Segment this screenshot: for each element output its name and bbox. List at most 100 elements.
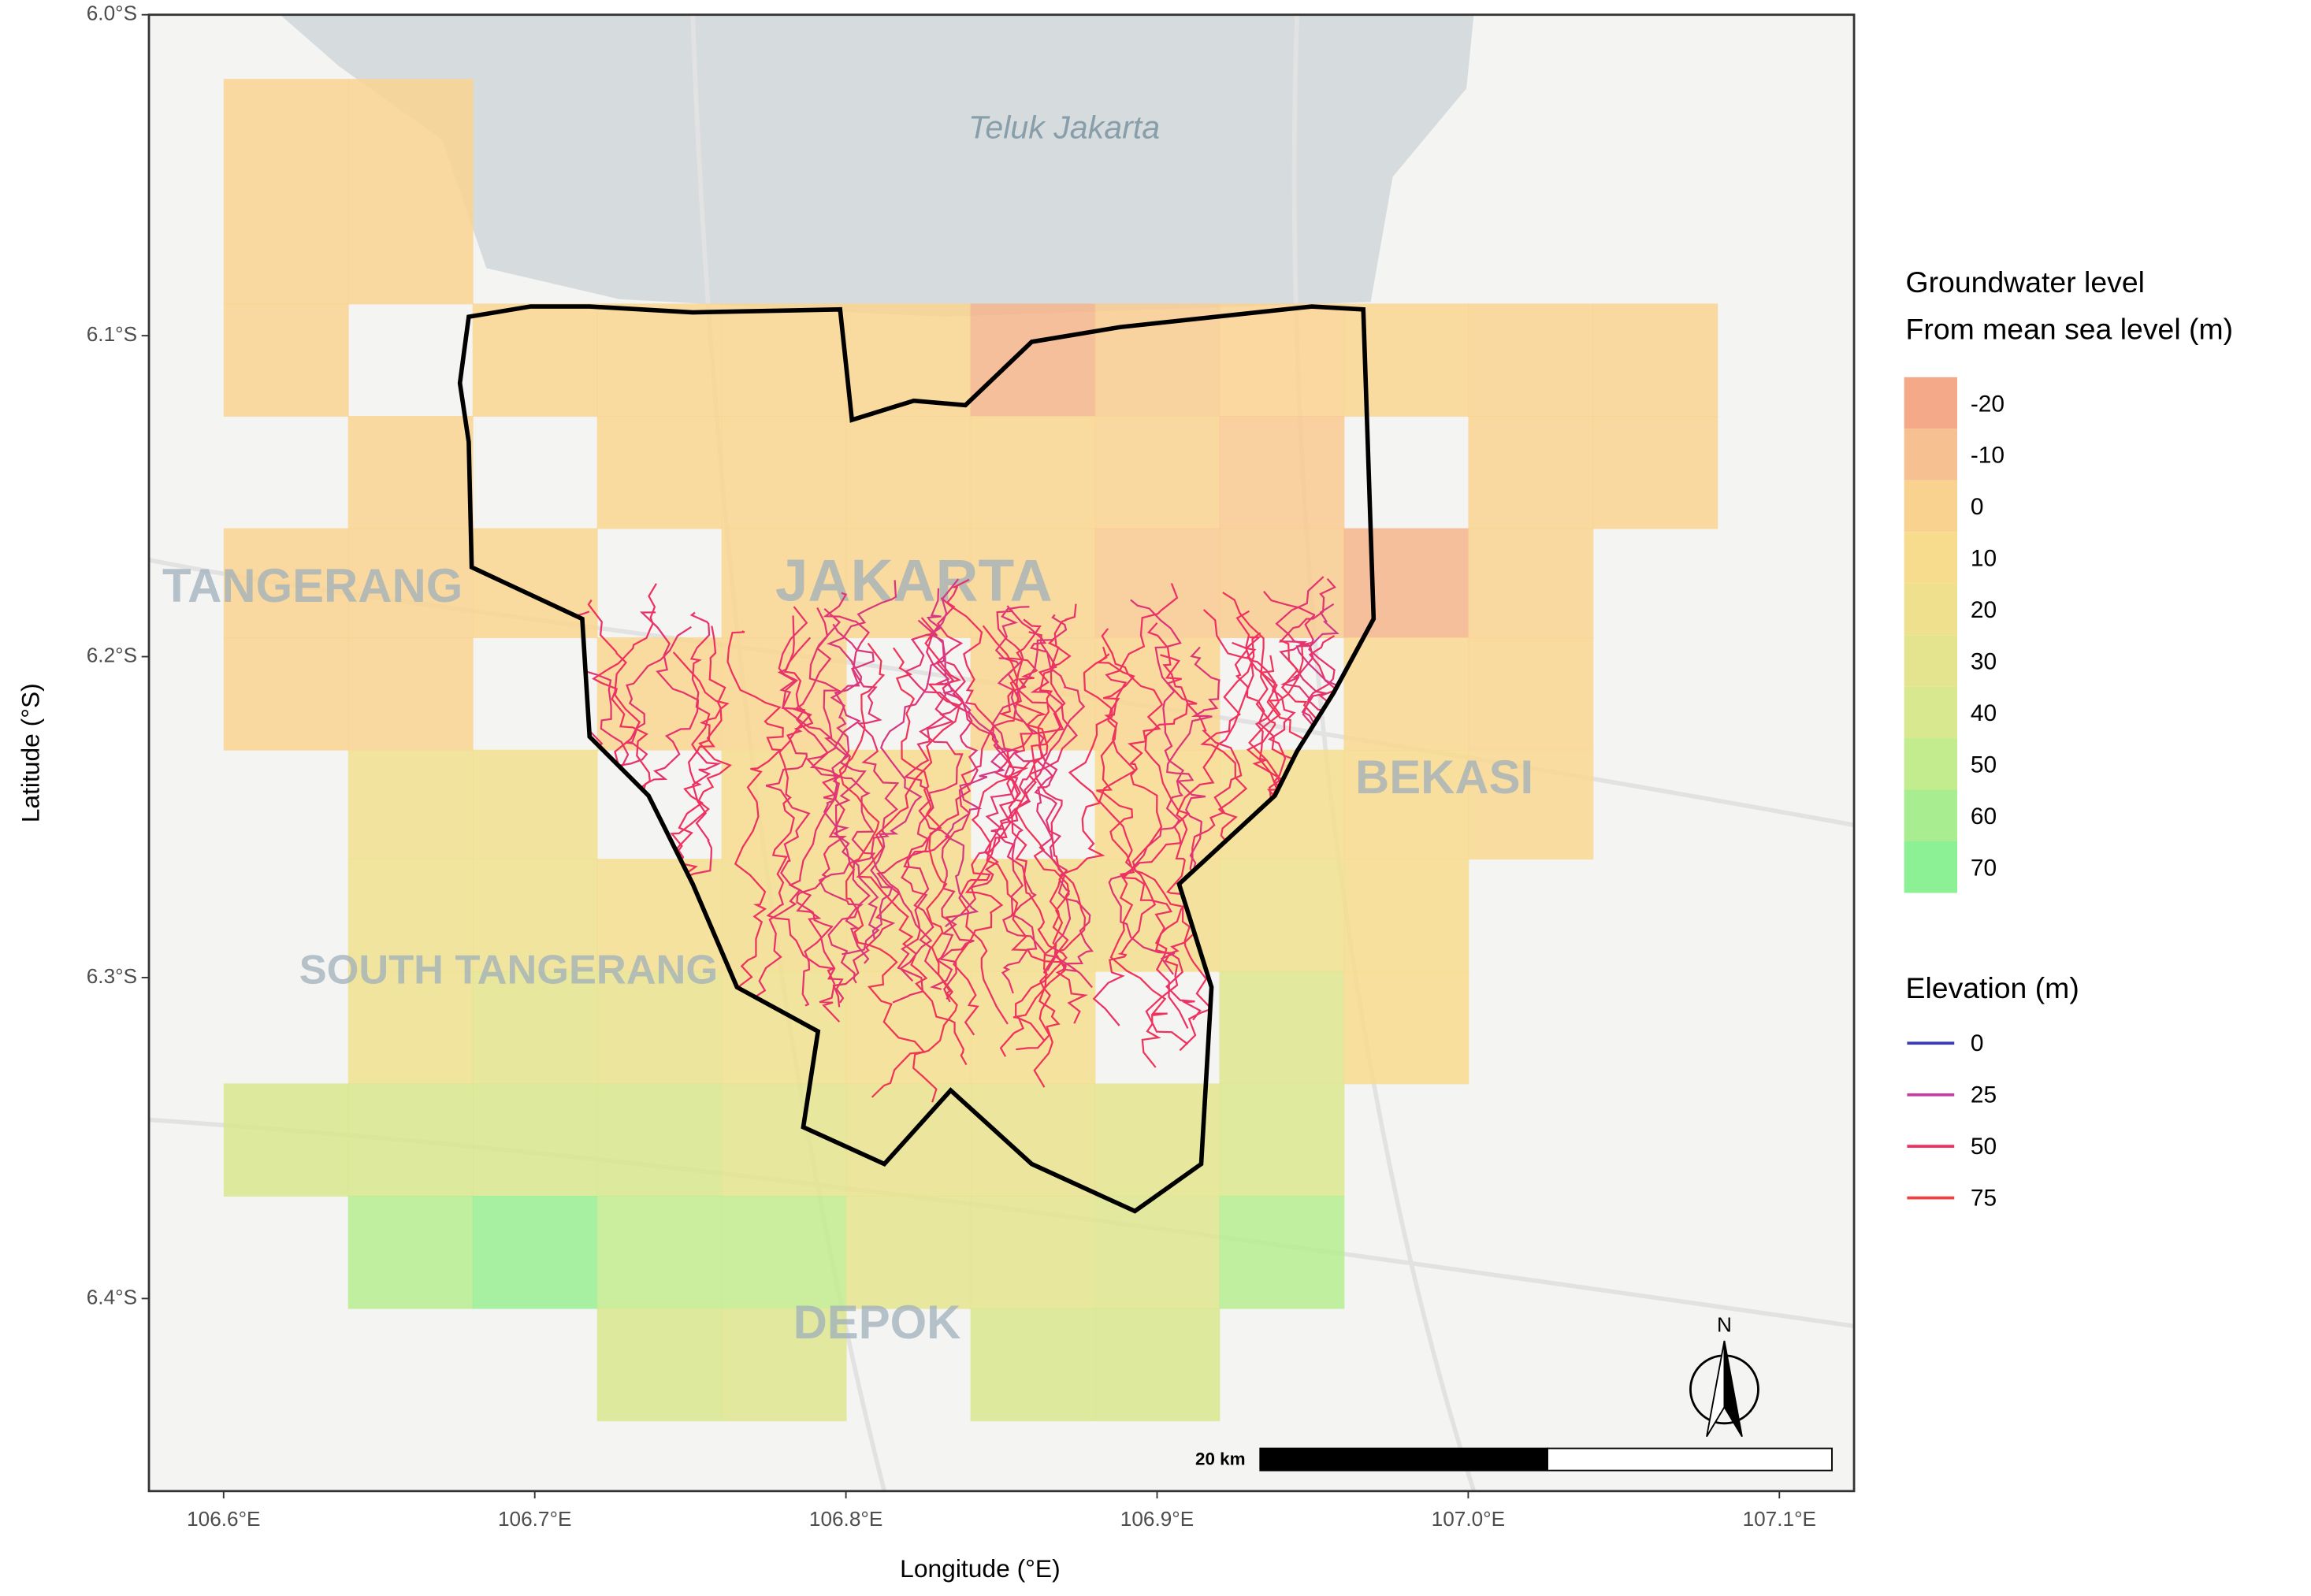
groundwater-cell bbox=[596, 859, 723, 972]
legend-label: 70 bbox=[1971, 855, 1997, 881]
groundwater-cell bbox=[223, 528, 349, 639]
legend-key bbox=[1904, 738, 1957, 790]
groundwater-cell bbox=[347, 859, 474, 972]
groundwater-cell bbox=[845, 303, 972, 417]
river bbox=[1001, 605, 1086, 994]
groundwater-cell bbox=[1592, 415, 1718, 529]
river bbox=[1146, 622, 1243, 1021]
groundwater-cell bbox=[1219, 415, 1345, 529]
river bbox=[838, 642, 927, 1098]
legend-key bbox=[1904, 429, 1957, 481]
groundwater-cell bbox=[1343, 971, 1469, 1085]
groundwater-cell bbox=[1219, 1196, 1345, 1309]
groundwater-cell bbox=[472, 528, 598, 639]
legend-label: 75 bbox=[1971, 1185, 1997, 1211]
groundwater-cell bbox=[845, 749, 972, 860]
groundwater-cell bbox=[596, 1083, 723, 1197]
map-panel: Teluk Jakarta TANGERANG JAKARTA BEKASI S… bbox=[149, 14, 1855, 1491]
groundwater-cell bbox=[596, 1196, 723, 1309]
groundwater-cell bbox=[347, 528, 474, 639]
groundwater-cell bbox=[970, 415, 1096, 529]
groundwater-cell bbox=[472, 1083, 598, 1197]
legend-label: 0 bbox=[1971, 1030, 1984, 1056]
groundwater-cell bbox=[1343, 859, 1469, 972]
legend-key bbox=[1904, 532, 1957, 584]
groundwater-cell bbox=[596, 1308, 723, 1422]
y-tick-label: 6.4°S bbox=[87, 1285, 137, 1308]
scale-bar-label: 20 km bbox=[1195, 1449, 1246, 1468]
groundwater-cell bbox=[1094, 1196, 1221, 1309]
groundwater-cell bbox=[1094, 1308, 1221, 1422]
groundwater-cell bbox=[347, 971, 474, 1085]
groundwater-cell bbox=[970, 1083, 1096, 1197]
groundwater-cell bbox=[1468, 303, 1594, 417]
legend-label: 10 bbox=[1971, 546, 1997, 572]
river bbox=[747, 615, 842, 1011]
groundwater-cell bbox=[845, 1196, 972, 1309]
place-label: JAKARTA bbox=[775, 547, 1053, 613]
legend-key bbox=[1904, 789, 1957, 841]
groundwater-cell bbox=[347, 749, 474, 860]
river bbox=[1031, 603, 1089, 1024]
groundwater-cell bbox=[596, 415, 723, 529]
scale-bar-black bbox=[1259, 1447, 1548, 1472]
legend-label: -10 bbox=[1971, 443, 2004, 469]
river bbox=[940, 597, 1024, 1036]
scale-bar-white bbox=[1547, 1447, 1833, 1472]
legend-title: Elevation (m) bbox=[1906, 971, 2079, 1004]
groundwater-cell bbox=[347, 1083, 474, 1197]
place-label: Teluk Jakarta bbox=[968, 109, 1160, 145]
river bbox=[870, 588, 946, 940]
y-tick-label: 6.3°S bbox=[87, 964, 137, 988]
groundwater-cell bbox=[721, 1308, 847, 1422]
groundwater-cell bbox=[347, 637, 474, 751]
groundwater-cell bbox=[1094, 1083, 1221, 1197]
groundwater-cell bbox=[721, 1196, 847, 1309]
river bbox=[1092, 583, 1179, 1026]
river bbox=[971, 639, 1068, 1057]
river bbox=[1145, 609, 1254, 1045]
panel-border bbox=[147, 13, 1856, 1493]
groundwater-cell bbox=[223, 637, 349, 751]
legend-title: Groundwater level bbox=[1906, 265, 2145, 299]
river bbox=[823, 592, 933, 982]
groundwater-cell bbox=[223, 1083, 349, 1197]
river bbox=[991, 614, 1094, 972]
groundwater-cell bbox=[1094, 415, 1221, 529]
legend-key bbox=[1904, 583, 1957, 636]
basemap-sea bbox=[280, 14, 1474, 317]
legend-label: 50 bbox=[1971, 752, 1997, 778]
place-label: DEPOK bbox=[793, 1296, 961, 1349]
legend-label: 20 bbox=[1971, 597, 1997, 623]
groundwater-cell bbox=[721, 303, 847, 417]
river bbox=[982, 625, 1070, 1088]
groundwater-cell bbox=[970, 1196, 1096, 1309]
place-label: TANGERANG bbox=[162, 559, 463, 612]
groundwater-cell bbox=[1094, 528, 1221, 639]
groundwater-cell bbox=[970, 528, 1096, 639]
river bbox=[818, 623, 875, 964]
groundwater-cell bbox=[472, 303, 598, 417]
river bbox=[778, 606, 852, 1007]
groundwater-cell bbox=[223, 303, 349, 417]
river bbox=[766, 637, 841, 1023]
x-tick-label: 106.9°E bbox=[1120, 1507, 1194, 1531]
north-label: N bbox=[1717, 1312, 1732, 1336]
groundwater-cell bbox=[845, 528, 972, 639]
groundwater-cell bbox=[1219, 303, 1345, 417]
river bbox=[1016, 653, 1135, 1051]
legend-key bbox=[1904, 686, 1957, 739]
groundwater-cell bbox=[721, 415, 847, 529]
groundwater-cell bbox=[472, 971, 598, 1085]
groundwater-cell bbox=[1219, 971, 1345, 1085]
groundwater-cell bbox=[347, 415, 474, 529]
groundwater-cell bbox=[1219, 859, 1345, 972]
x-axis-title: Longitude (°E) bbox=[900, 1554, 1061, 1583]
jakarta-boundary bbox=[457, 304, 1377, 1214]
river bbox=[904, 619, 979, 990]
river bbox=[892, 661, 966, 1004]
groundwater-cell bbox=[1343, 637, 1469, 751]
place-label: SOUTH TANGERANG bbox=[299, 947, 718, 993]
groundwater-cell bbox=[223, 79, 349, 305]
